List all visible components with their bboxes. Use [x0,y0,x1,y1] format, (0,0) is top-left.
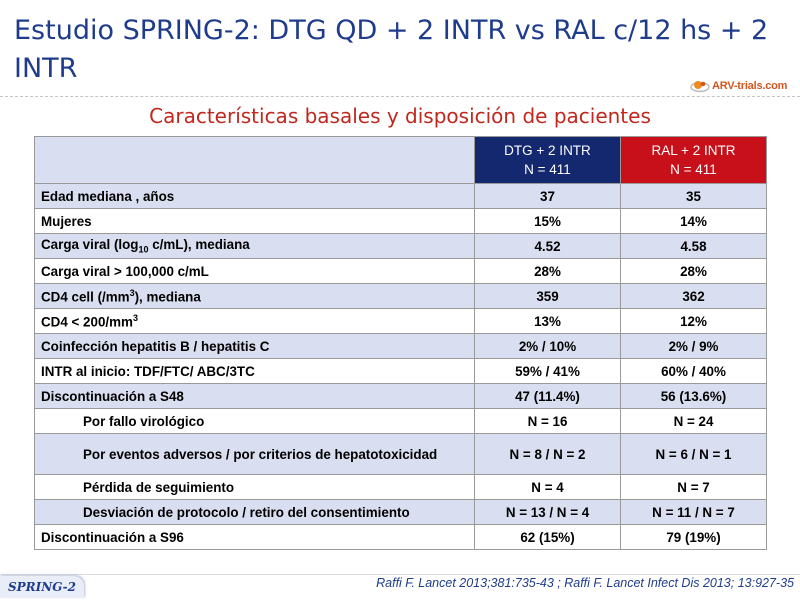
row-label-subscript: 10 [138,244,149,255]
row-label: Por eventos adversos / por criterios de … [34,433,475,475]
row-label-text-end: c/mL), mediana [148,237,250,253]
row-label-text: CD4 cell (/mm [41,289,130,305]
row-label: Mujeres [34,208,475,234]
table-row: CD4 < 200/mm3 13% 12% [34,308,767,334]
table-row: Discontinuación a S96 62 (15%) 79 (19%) [34,524,767,550]
row-label: Desviación de protocolo / retiro del con… [34,499,475,525]
slide-subtitle: Características basales y disposición de… [149,104,651,128]
ral-value: N = 24 [620,408,767,434]
row-label: INTR al inicio: TDF/FTC/ ABC/3TC [34,358,475,384]
dtg-value: 15% [474,208,621,234]
dtg-value: 37 [474,183,621,209]
row-label: Por fallo virológico [34,408,475,434]
dtg-value: 28% [474,258,621,284]
table-row: Por fallo virológico N = 16 N = 24 [34,408,767,434]
row-label: Pérdida de seguimiento [34,474,475,500]
footer-divider [0,574,800,575]
table-row: Por eventos adversos / por criterios de … [34,433,767,475]
ral-value: N = 7 [620,474,767,500]
row-label: Edad mediana , años [34,183,475,209]
dtg-value: N = 16 [474,408,621,434]
row-label: Coinfección hepatitis B / hepatitis C [34,333,475,359]
dtg-value: N = 8 / N = 2 [474,433,621,475]
ral-value: 79 (19%) [620,524,767,550]
dtg-value: 2% / 10% [474,333,621,359]
dtg-value: 59% / 41% [474,358,621,384]
table-row: INTR al inicio: TDF/FTC/ ABC/3TC 59% / 4… [34,358,767,384]
reference-citation: Raffi F. Lancet 2013;381:735-43 ; Raffi … [376,576,794,590]
row-label-text: CD4 < 200/mm [41,314,133,330]
ral-value: 4.58 [620,233,767,259]
table-row: Carga viral > 100,000 c/mL 28% 28% [34,258,767,284]
row-label: CD4 < 200/mm3 [34,308,475,334]
row-label: CD4 cell (/mm3), mediana [34,283,475,309]
dtg-value: 4.52 [474,233,621,259]
row-label-text-end: ), mediana [134,289,201,305]
row-label-text: Carga viral (log [41,237,139,253]
dtg-value: 47 (11.4%) [474,383,621,409]
dtg-value: 13% [474,308,621,334]
dtg-value: 62 (15%) [474,524,621,550]
row-label-superscript: 3 [132,312,138,323]
ral-value: 28% [620,258,767,284]
header-ral: RAL + 2 INTR N = 411 [620,136,767,184]
header-dtg: DTG + 2 INTR N = 411 [474,136,621,184]
title-divider [0,96,800,97]
arv-trials-logo: ARV-trials.com [690,76,787,96]
table-row: Desviación de protocolo / retiro del con… [34,499,767,525]
table-row: Mujeres 15% 14% [34,208,767,234]
study-badge: SPRING-2 [0,576,84,598]
header-ral-n: N = 411 [670,162,717,177]
ral-value: 362 [620,283,767,309]
table-row: Pérdida de seguimiento N = 4 N = 7 [34,474,767,500]
header-blank-cell [34,136,475,184]
table-header-row: DTG + 2 INTR N = 411 RAL + 2 INTR N = 41… [34,136,767,184]
table-row: Carga viral (log10 c/mL), mediana 4.52 4… [34,233,767,259]
header-ral-arm: RAL + 2 INTR [651,143,736,158]
ral-value: 12% [620,308,767,334]
header-dtg-arm: DTG + 2 INTR [504,143,591,158]
baseline-characteristics-table: DTG + 2 INTR N = 411 RAL + 2 INTR N = 41… [34,136,767,550]
dtg-value: N = 13 / N = 4 [474,499,621,525]
ral-value: 14% [620,208,767,234]
row-label: Carga viral > 100,000 c/mL [34,258,475,284]
row-label: Discontinuación a S48 [34,383,475,409]
ral-value: 56 (13.6%) [620,383,767,409]
ral-value: 35 [620,183,767,209]
ral-value: N = 11 / N = 7 [620,499,767,525]
table-row: Edad mediana , años 37 35 [34,183,767,209]
ral-value: 60% / 40% [620,358,767,384]
table-row: Discontinuación a S48 47 (11.4%) 56 (13.… [34,383,767,409]
logo-text: ARV-trials.com [712,80,788,92]
row-label-superscript: 3 [129,287,135,298]
dtg-value: 359 [474,283,621,309]
slide-title: Estudio SPRING-2: DTG QD + 2 INTR vs RAL… [14,15,769,84]
table-row: Coinfección hepatitis B / hepatitis C 2%… [34,333,767,359]
dtg-value: N = 4 [474,474,621,500]
header-dtg-n: N = 411 [524,162,571,177]
table-row: CD4 cell (/mm3), mediana 359 362 [34,283,767,309]
row-label: Discontinuación a S96 [34,524,475,550]
ral-value: 2% / 9% [620,333,767,359]
ral-value: N = 6 / N = 1 [620,433,767,475]
arv-trials-logo-icon [690,79,710,93]
row-label: Carga viral (log10 c/mL), mediana [34,233,475,259]
